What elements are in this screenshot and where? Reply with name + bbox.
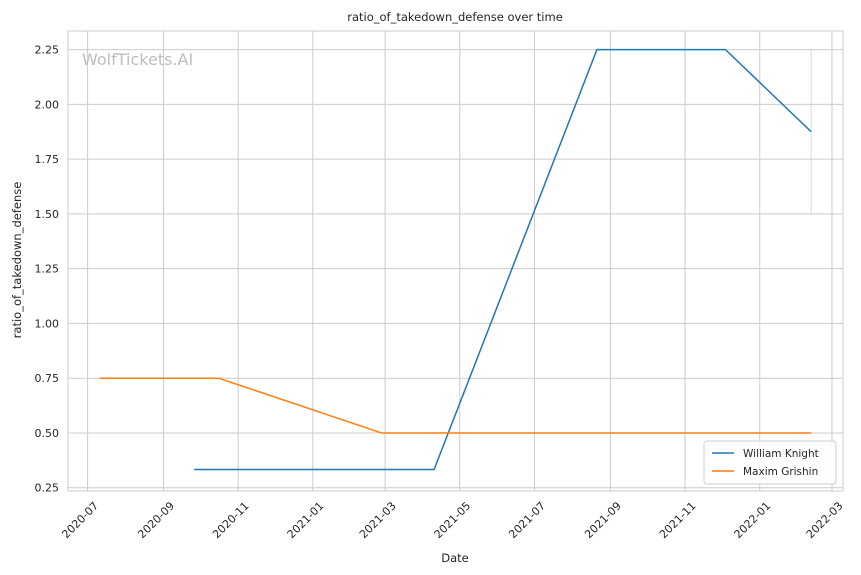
y-tick-label: 0.75 (35, 372, 60, 385)
plot-area (68, 31, 843, 491)
y-tick-label: 1.50 (35, 208, 60, 221)
series-layer (99, 48, 812, 471)
series-line-2 (99, 377, 812, 434)
y-tick-label: 1.75 (35, 153, 60, 166)
legend-box (703, 440, 837, 485)
y-tick-label: 2.00 (35, 98, 60, 111)
series-line-1 (194, 48, 812, 471)
y-tick-label: 1.00 (35, 317, 60, 330)
legend-label: Maxim Grishin (743, 466, 818, 478)
x-axis-label: Date (441, 551, 469, 565)
y-tick-label: 2.25 (35, 44, 60, 57)
y-tick-label: 0.50 (35, 427, 60, 440)
y-axis-label: ratio_of_takedown_defense (10, 182, 24, 339)
legend-label: William Knight (743, 448, 819, 460)
watermark-text: WolfTickets.AI (82, 50, 193, 69)
y-tick-label: 1.25 (35, 263, 60, 276)
chart-title: ratio_of_takedown_defense over time (347, 10, 563, 24)
plot-frame (67, 30, 844, 492)
y-tick-label: 0.25 (35, 482, 60, 495)
y-axis-ticks: 0.25 0.50 0.75 1.00 1.25 1.50 1.75 2.00 2.25 (35, 44, 60, 495)
legend: William Knight Maxim Grishin (703, 440, 837, 485)
